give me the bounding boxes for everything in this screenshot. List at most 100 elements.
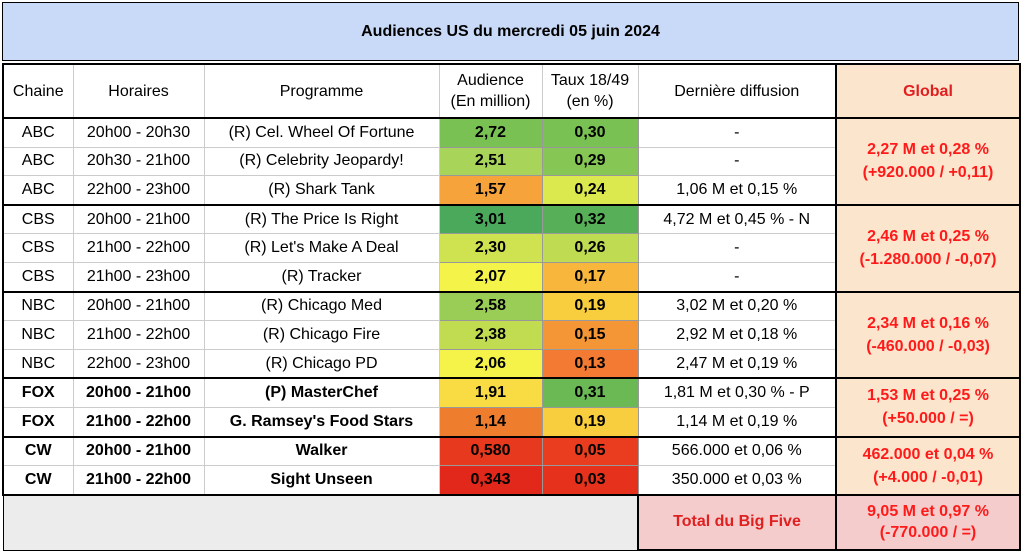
table-row: CBS 20h00 - 21h00 (R) The Price Is Right… bbox=[2, 203, 1021, 293]
global-fox: 1,53 M et 0,25 % (+50.000 / =) bbox=[835, 377, 1021, 438]
cell-chaine: FOX bbox=[2, 377, 74, 408]
table-row: FOX 21h00 - 22h00 G. Ramsey's Food Stars… bbox=[2, 406, 1020, 438]
cell-audience: 2,07 bbox=[438, 261, 543, 293]
cell-audience: 2,58 bbox=[438, 290, 543, 322]
cell-programme: (R) Chicago Med bbox=[203, 290, 440, 322]
cell-chaine: NBC bbox=[2, 320, 74, 350]
cell-horaires: 21h00 - 22h00 bbox=[72, 465, 205, 496]
cell-audience: 2,38 bbox=[438, 320, 543, 350]
cell-audience: 0,580 bbox=[438, 435, 543, 467]
global-cbs-line2: (-1.280.000 / -0,07) bbox=[859, 251, 997, 269]
global-nbc-line1: 2,34 M et 0,16 % bbox=[867, 314, 989, 332]
cell-derniere: 350.000 et 0,03 % bbox=[637, 465, 837, 496]
cell-horaires: 22h00 - 23h00 bbox=[72, 348, 205, 379]
cell-derniere: 1,14 M et 0,19 % bbox=[637, 406, 837, 438]
cell-taux: 0,24 bbox=[541, 175, 639, 206]
header-chaine: Chaine bbox=[2, 63, 74, 119]
cell-taux: 0,31 bbox=[541, 377, 639, 408]
cell-taux: 0,05 bbox=[541, 435, 639, 467]
global-nbc: 2,34 M et 0,16 % (-460.000 / -0,03) bbox=[835, 290, 1021, 379]
cell-derniere: 1,81 M et 0,30 % - P bbox=[637, 377, 837, 408]
cell-taux: 0,17 bbox=[541, 261, 639, 293]
cell-derniere: 1,06 M et 0,15 % bbox=[637, 175, 837, 206]
cell-programme: Sight Unseen bbox=[203, 465, 440, 496]
global-cw-line2: (+4.000 / -0,01) bbox=[873, 468, 983, 486]
cell-chaine: NBC bbox=[2, 348, 74, 379]
global-abc-line2: (+920.000 / +0,11) bbox=[862, 164, 994, 182]
table-row: CBS 21h00 - 23h00 (R) Tracker 2,07 0,17 … bbox=[2, 261, 1020, 293]
cell-derniere: 4,72 M et 0,45 % - N bbox=[637, 203, 837, 235]
table-row: FOX 20h00 - 21h00 (P) MasterChef 1,91 0,… bbox=[2, 377, 1021, 438]
cell-programme: (R) Chicago Fire bbox=[203, 320, 440, 350]
cell-programme: (R) Let's Make A Deal bbox=[203, 233, 440, 263]
cell-taux: 0,26 bbox=[541, 233, 639, 263]
cell-chaine: ABC bbox=[2, 175, 74, 206]
cell-audience: 1,91 bbox=[438, 377, 543, 408]
table-row: ABC 20h30 - 21h00 (R) Celebrity Jeopardy… bbox=[2, 146, 1020, 177]
cell-taux: 0,19 bbox=[541, 290, 639, 322]
cell-derniere: - bbox=[637, 117, 837, 148]
total-line2: (-770.000 / =) bbox=[879, 524, 977, 542]
cell-taux: 0,30 bbox=[541, 117, 639, 148]
cell-derniere: 3,02 M et 0,20 % bbox=[637, 290, 837, 322]
global-cw-line1: 462.000 et 0,04 % bbox=[862, 445, 994, 463]
cell-chaine: CBS bbox=[2, 261, 74, 293]
cell-audience: 3,01 bbox=[438, 203, 543, 235]
cell-programme: (R) Celebrity Jeopardy! bbox=[203, 146, 440, 177]
header-taux-l2: (en %) bbox=[566, 93, 614, 110]
cell-chaine: CW bbox=[2, 465, 74, 496]
cell-audience: 1,57 bbox=[438, 175, 543, 206]
global-cw: 462.000 et 0,04 % (+4.000 / -0,01) bbox=[835, 435, 1021, 496]
total-row: Total du Big Five 9,05 M et 0,97 % (-770.… bbox=[2, 493, 1021, 552]
cell-horaires: 20h00 - 20h30 bbox=[72, 117, 205, 148]
cell-chaine: CBS bbox=[2, 203, 74, 235]
cell-chaine: CW bbox=[2, 435, 74, 467]
table-row: NBC 22h00 - 23h00 (R) Chicago PD 2,06 0,… bbox=[2, 348, 1020, 379]
cell-horaires: 21h00 - 22h00 bbox=[72, 320, 205, 350]
cell-programme: (P) MasterChef bbox=[203, 377, 440, 408]
header-programme: Programme bbox=[203, 63, 440, 119]
cell-derniere: 566.000 et 0,06 % bbox=[637, 435, 837, 467]
cell-horaires: 21h00 - 22h00 bbox=[72, 406, 205, 438]
cell-programme: (R) The Price Is Right bbox=[203, 203, 440, 235]
table-row: CW 20h00 - 21h00 Walker 0,580 0,05 566.0… bbox=[2, 435, 1021, 496]
header-audience-l2: (En million) bbox=[450, 93, 531, 110]
cell-programme: (R) Shark Tank bbox=[203, 175, 440, 206]
global-cbs-line1: 2,46 M et 0,25 % bbox=[867, 228, 989, 246]
cell-audience: 2,72 bbox=[438, 117, 543, 148]
cell-derniere: 2,47 M et 0,19 % bbox=[637, 348, 837, 379]
cell-chaine: ABC bbox=[2, 146, 74, 177]
cell-taux: 0,29 bbox=[541, 146, 639, 177]
header-horaires: Horaires bbox=[72, 63, 205, 119]
cell-horaires: 22h00 - 23h00 bbox=[72, 175, 205, 206]
cell-chaine: ABC bbox=[2, 117, 74, 148]
cell-audience: 1,14 bbox=[438, 406, 543, 438]
cell-programme: (R) Tracker bbox=[203, 261, 440, 293]
cell-horaires: 20h00 - 21h00 bbox=[72, 203, 205, 235]
header-global: Global bbox=[835, 63, 1021, 119]
cell-taux: 0,03 bbox=[541, 465, 639, 496]
cell-derniere: - bbox=[637, 261, 837, 293]
header-audience: Audience (En million) bbox=[438, 63, 543, 119]
cell-chaine: NBC bbox=[2, 290, 74, 322]
cell-programme: G. Ramsey's Food Stars bbox=[203, 406, 440, 438]
table-row: CW 21h00 - 22h00 Sight Unseen 0,343 0,03… bbox=[2, 465, 1020, 496]
header-row: Chaine Horaires Programme Audience (En mi… bbox=[2, 63, 1021, 119]
table-row: NBC 20h00 - 21h00 (R) Chicago Med 2,58 0… bbox=[2, 290, 1021, 379]
cell-audience: 2,06 bbox=[438, 348, 543, 379]
audience-table: Chaine Horaires Programme Audience (En mi… bbox=[2, 63, 1021, 552]
cell-derniere: - bbox=[637, 233, 837, 263]
total-blank bbox=[2, 493, 639, 551]
cell-taux: 0,19 bbox=[541, 406, 639, 438]
cell-horaires: 20h00 - 21h00 bbox=[72, 290, 205, 322]
global-fox-line2: (+50.000 / =) bbox=[882, 410, 974, 428]
global-abc-line1: 2,27 M et 0,28 % bbox=[867, 141, 989, 159]
cell-horaires: 21h00 - 23h00 bbox=[72, 261, 205, 293]
global-cbs: 2,46 M et 0,25 % (-1.280.000 / -0,07) bbox=[835, 203, 1021, 293]
cell-programme: (R) Chicago PD bbox=[203, 348, 440, 379]
global-nbc-line2: (-460.000 / -0,03) bbox=[866, 337, 990, 355]
cell-chaine: CBS bbox=[2, 233, 74, 263]
table-row: ABC 20h00 - 20h30 (R) Cel. Wheel Of Fort… bbox=[2, 117, 1021, 206]
table-row: ABC 22h00 - 23h00 (R) Shark Tank 1,57 0,… bbox=[2, 175, 1020, 206]
page-title: Audiences US du mercredi 05 juin 2024 bbox=[2, 2, 1019, 61]
